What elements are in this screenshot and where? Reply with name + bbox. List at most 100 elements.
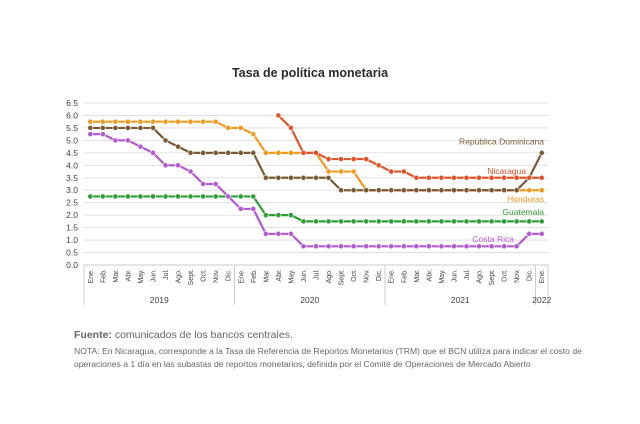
x-tick-label: Abr. [276, 269, 283, 282]
data-point [250, 193, 257, 200]
x-tick-label: Mar. [263, 269, 270, 283]
x-tick-label: Sept. [188, 269, 195, 285]
data-point [162, 162, 169, 169]
x-tick-label: Nov. [364, 269, 371, 283]
data-point [237, 125, 244, 131]
data-point [112, 118, 119, 125]
data-point [250, 131, 257, 138]
data-point [538, 230, 545, 237]
data-point [476, 218, 482, 225]
data-point [325, 243, 332, 250]
data-point [375, 162, 382, 169]
data-point [175, 162, 181, 169]
data-point [313, 174, 319, 181]
data-point [451, 187, 457, 194]
data-point [137, 125, 144, 131]
y-tick-label: 2.5 [66, 198, 78, 208]
y-tick-label: 6.5 [66, 98, 78, 108]
data-point [400, 218, 407, 225]
data-point [363, 218, 370, 225]
x-tick-label: Nov. [213, 269, 220, 283]
data-point [150, 193, 156, 200]
data-point [124, 118, 131, 125]
x-tick-label: Ene. [238, 269, 245, 283]
data-point [463, 218, 470, 225]
data-point [501, 218, 508, 225]
data-point [513, 218, 520, 225]
data-point [425, 174, 432, 181]
data-point [501, 174, 508, 181]
x-tick-label: Ene. [88, 269, 95, 283]
data-point [212, 118, 219, 125]
series-name-label: República Dominicana [459, 137, 544, 147]
data-point [288, 230, 294, 237]
data-point [237, 193, 244, 200]
data-point [538, 149, 545, 156]
note-text: NOTA: En Nicaragua, corresponde a la Tas… [74, 346, 582, 369]
x-tick-label: May. [288, 269, 295, 284]
data-point [187, 149, 194, 156]
data-point [400, 187, 407, 194]
y-tick-label: 0.0 [66, 260, 78, 270]
x-tick-label: Abr. [426, 269, 433, 282]
data-point [162, 137, 169, 144]
series-name-label: Costa Rica [472, 234, 514, 244]
source-line: Fuente: comunicados de los bancos centra… [74, 329, 594, 341]
data-point [451, 243, 457, 250]
data-point [112, 125, 119, 131]
axes: 0.0 0.5 1.0 1.5 2.0 2.5 3.0 3.5 4.0 4.5 5.0 5.5 6.0 6… [66, 98, 551, 305]
x-tick-label: Dic. [226, 269, 233, 281]
data-point [488, 174, 495, 181]
data-point [137, 118, 144, 125]
source-text: comunicados de los bancos centrales. [111, 329, 293, 341]
data-point [288, 149, 294, 156]
data-point [137, 143, 144, 150]
data-point [275, 112, 282, 119]
data-point [288, 174, 294, 181]
data-point [338, 243, 344, 250]
data-point [526, 230, 533, 237]
year-label: 2022 [532, 295, 551, 305]
y-tick-label: 1.5 [66, 223, 78, 233]
data-point [150, 149, 156, 156]
data-point [388, 218, 395, 225]
data-point [99, 131, 106, 138]
x-tick-label: Jul. [314, 269, 321, 280]
data-point [300, 218, 307, 225]
x-tick-label: Mar. [113, 269, 120, 283]
data-point [212, 181, 219, 187]
data-point [476, 174, 482, 181]
data-point [375, 187, 382, 194]
data-point [413, 187, 420, 194]
data-point [388, 187, 395, 194]
data-point [112, 193, 119, 200]
data-point [300, 149, 307, 156]
x-tick-label: Abr. [125, 269, 132, 282]
y-tick-label: 0.5 [66, 248, 78, 258]
y-tick-label: 3.0 [66, 185, 78, 195]
x-tick-label: Dic. [527, 269, 534, 281]
data-point [87, 125, 94, 131]
data-point [150, 118, 156, 125]
series-name-label: Guatemala [502, 207, 544, 217]
data-point [250, 149, 257, 156]
data-point [288, 212, 294, 219]
data-point [288, 125, 294, 131]
data-point [162, 193, 169, 200]
x-tick-label: Oct. [351, 269, 358, 282]
data-point [200, 118, 207, 125]
data-point [438, 187, 445, 194]
x-tick-label: Jul. [163, 269, 170, 280]
caption: Fuente: comunicados de los bancos centra… [74, 329, 594, 371]
year-label: 2019 [150, 295, 169, 305]
data-point [87, 131, 94, 138]
x-tick-label: Feb. [100, 269, 107, 283]
data-point [526, 174, 533, 181]
data-point [538, 218, 545, 225]
x-tick-label: Sept. [339, 269, 346, 285]
y-tick-label: 5.0 [66, 135, 78, 145]
data-point [225, 193, 232, 200]
data-point [338, 187, 344, 194]
x-tick-label: Oct. [502, 269, 509, 282]
data-point [463, 174, 470, 181]
